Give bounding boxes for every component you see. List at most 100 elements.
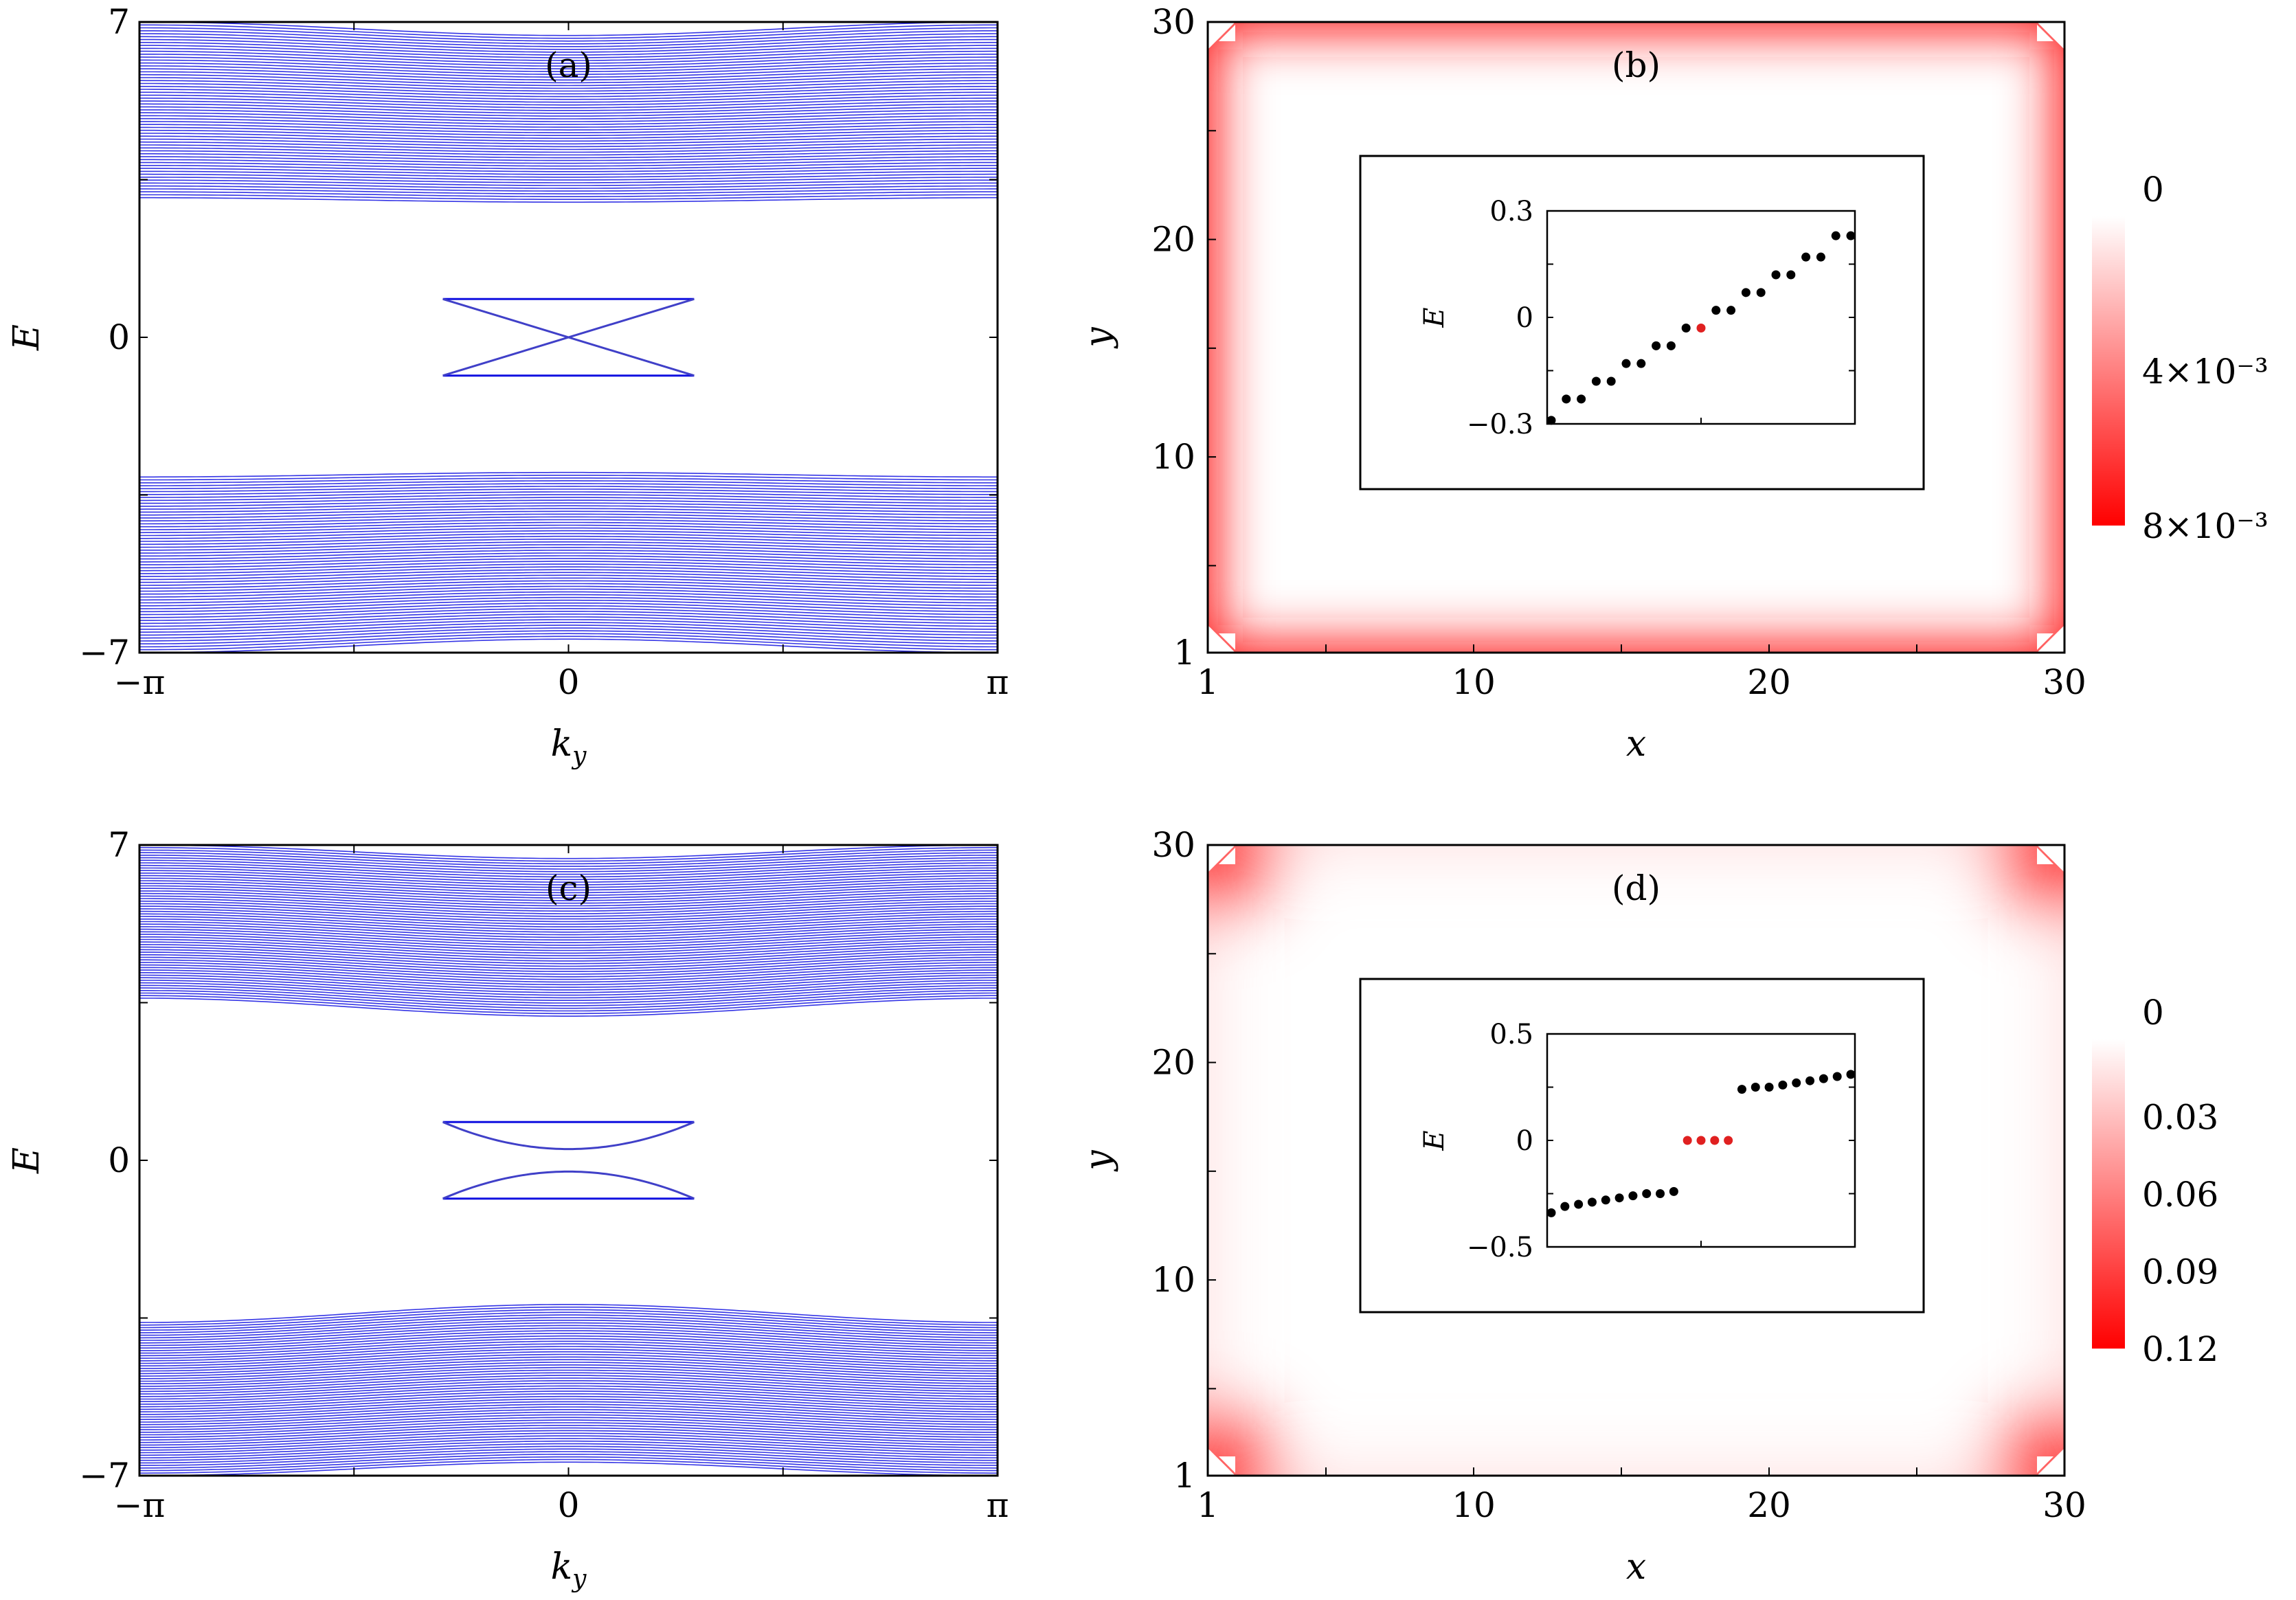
corner-marker bbox=[1208, 625, 1235, 653]
x-tick-label: 20 bbox=[1747, 1485, 1791, 1525]
band-line bbox=[139, 1432, 998, 1448]
corner-marker bbox=[1219, 25, 1235, 41]
band-line bbox=[139, 1327, 998, 1347]
inset-point bbox=[1642, 1189, 1652, 1198]
band-line bbox=[139, 80, 998, 92]
inset-point bbox=[1546, 416, 1556, 425]
panel-label: (a) bbox=[545, 45, 592, 85]
band-line bbox=[139, 494, 998, 502]
inset-y-axis-label: E bbox=[1419, 307, 1450, 328]
inset-point bbox=[1819, 1074, 1828, 1083]
inset-y-tick-label: −0.3 bbox=[1467, 409, 1533, 440]
band-line bbox=[139, 532, 998, 542]
band-line bbox=[139, 892, 998, 910]
band-line bbox=[139, 112, 998, 122]
inset-point bbox=[1846, 231, 1856, 240]
band-line bbox=[139, 524, 998, 534]
band-line bbox=[139, 624, 998, 639]
band-line bbox=[139, 552, 998, 563]
band-line bbox=[139, 919, 998, 936]
band-line bbox=[139, 1330, 998, 1349]
band-line bbox=[139, 591, 998, 604]
band-line bbox=[139, 115, 998, 125]
inset-point bbox=[1786, 270, 1796, 280]
x-tick-label: 1 bbox=[1197, 1485, 1219, 1525]
inset-point bbox=[1831, 231, 1841, 240]
x-tick-label: 10 bbox=[1452, 1485, 1496, 1525]
band-line bbox=[139, 124, 998, 133]
band-line bbox=[139, 964, 998, 983]
y-tick-label: 7 bbox=[108, 2, 130, 42]
band-line bbox=[139, 179, 998, 186]
band-line bbox=[139, 1317, 998, 1336]
inset-point bbox=[1741, 288, 1751, 297]
band-line bbox=[139, 967, 998, 986]
inset-point bbox=[1778, 1080, 1788, 1090]
inset-point bbox=[1669, 1186, 1678, 1196]
inset-point bbox=[1764, 1083, 1774, 1092]
band-line bbox=[139, 627, 998, 642]
band-line bbox=[139, 1427, 998, 1443]
inset-point bbox=[1666, 341, 1676, 350]
band-line bbox=[139, 33, 998, 47]
band-line bbox=[139, 949, 998, 967]
band-line bbox=[139, 888, 998, 904]
y-tick-label: 1 bbox=[1173, 1456, 1195, 1496]
inset-highlight-point bbox=[1696, 324, 1706, 333]
band-line bbox=[139, 630, 998, 644]
band-line bbox=[139, 521, 998, 530]
band-line bbox=[139, 638, 998, 653]
band-line bbox=[139, 951, 998, 970]
band-line bbox=[139, 1366, 998, 1384]
band-line bbox=[139, 1461, 998, 1476]
band-line bbox=[139, 583, 998, 595]
band-line bbox=[139, 585, 998, 598]
colorbar-label: 0.03 bbox=[2142, 1098, 2218, 1138]
band-line bbox=[139, 543, 998, 554]
y-tick-label: 20 bbox=[1151, 1043, 1195, 1083]
band-line bbox=[139, 1401, 998, 1418]
y-axis-label: E bbox=[6, 1147, 47, 1174]
band-line bbox=[139, 972, 998, 991]
band-line bbox=[139, 1309, 998, 1329]
x-tick-label: π bbox=[987, 1485, 1009, 1525]
inset-point bbox=[1577, 394, 1586, 404]
band-line bbox=[139, 561, 998, 572]
band-line bbox=[139, 903, 998, 920]
band-line bbox=[139, 938, 998, 956]
band-line bbox=[139, 141, 998, 150]
band-line bbox=[139, 1440, 998, 1456]
band-line bbox=[139, 502, 998, 510]
inset-y-tick-label: 0.5 bbox=[1489, 1019, 1533, 1050]
inset-point bbox=[1681, 324, 1691, 333]
band-line bbox=[139, 602, 998, 616]
band-line bbox=[139, 45, 998, 58]
band-line bbox=[139, 859, 998, 875]
colorbar bbox=[2092, 1039, 2125, 1349]
inset-highlight-point bbox=[1724, 1136, 1733, 1145]
panel-label: (d) bbox=[1612, 868, 1661, 908]
band-plot-2: −π 0 π −7 0 7 ky E (c) bbox=[6, 825, 1009, 1593]
band-line bbox=[139, 990, 998, 1009]
band-line bbox=[139, 144, 998, 153]
band-line bbox=[139, 1456, 998, 1472]
band-line bbox=[139, 505, 998, 513]
band-line bbox=[139, 185, 998, 192]
band-line bbox=[139, 923, 998, 940]
band-line bbox=[139, 954, 998, 972]
band-line bbox=[139, 488, 998, 495]
corner-marker bbox=[1208, 22, 1235, 49]
band-line bbox=[139, 870, 998, 886]
band-line bbox=[139, 42, 998, 56]
band-line bbox=[139, 1454, 998, 1469]
band-line bbox=[139, 895, 998, 912]
band-line bbox=[139, 54, 998, 67]
corner-marker bbox=[2037, 625, 2064, 653]
y-tick-label: 10 bbox=[1151, 1260, 1195, 1300]
band-line bbox=[139, 898, 998, 914]
inset-point bbox=[1601, 1195, 1610, 1205]
band-line bbox=[139, 161, 998, 170]
band-line bbox=[139, 86, 998, 98]
band-line bbox=[139, 106, 998, 117]
band-line bbox=[139, 165, 998, 172]
